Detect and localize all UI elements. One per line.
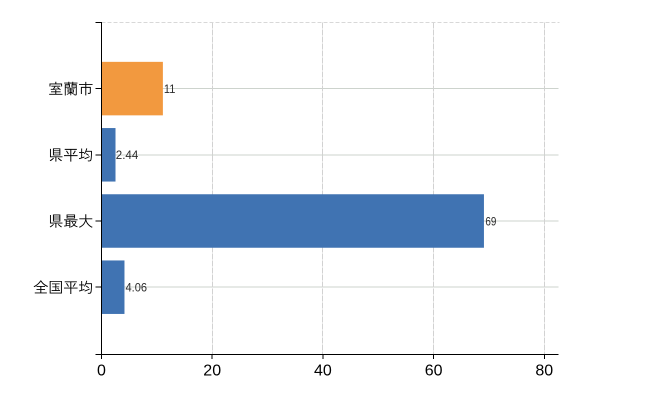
svg-text:4.06: 4.06 (126, 281, 148, 295)
svg-text:40: 40 (314, 363, 332, 380)
svg-text:60: 60 (425, 363, 443, 380)
svg-text:11: 11 (164, 82, 176, 96)
svg-text:20: 20 (203, 363, 221, 380)
svg-text:2.44: 2.44 (116, 148, 139, 162)
svg-text:80: 80 (535, 363, 553, 380)
svg-text:69: 69 (485, 214, 496, 228)
svg-text:0: 0 (97, 363, 106, 380)
